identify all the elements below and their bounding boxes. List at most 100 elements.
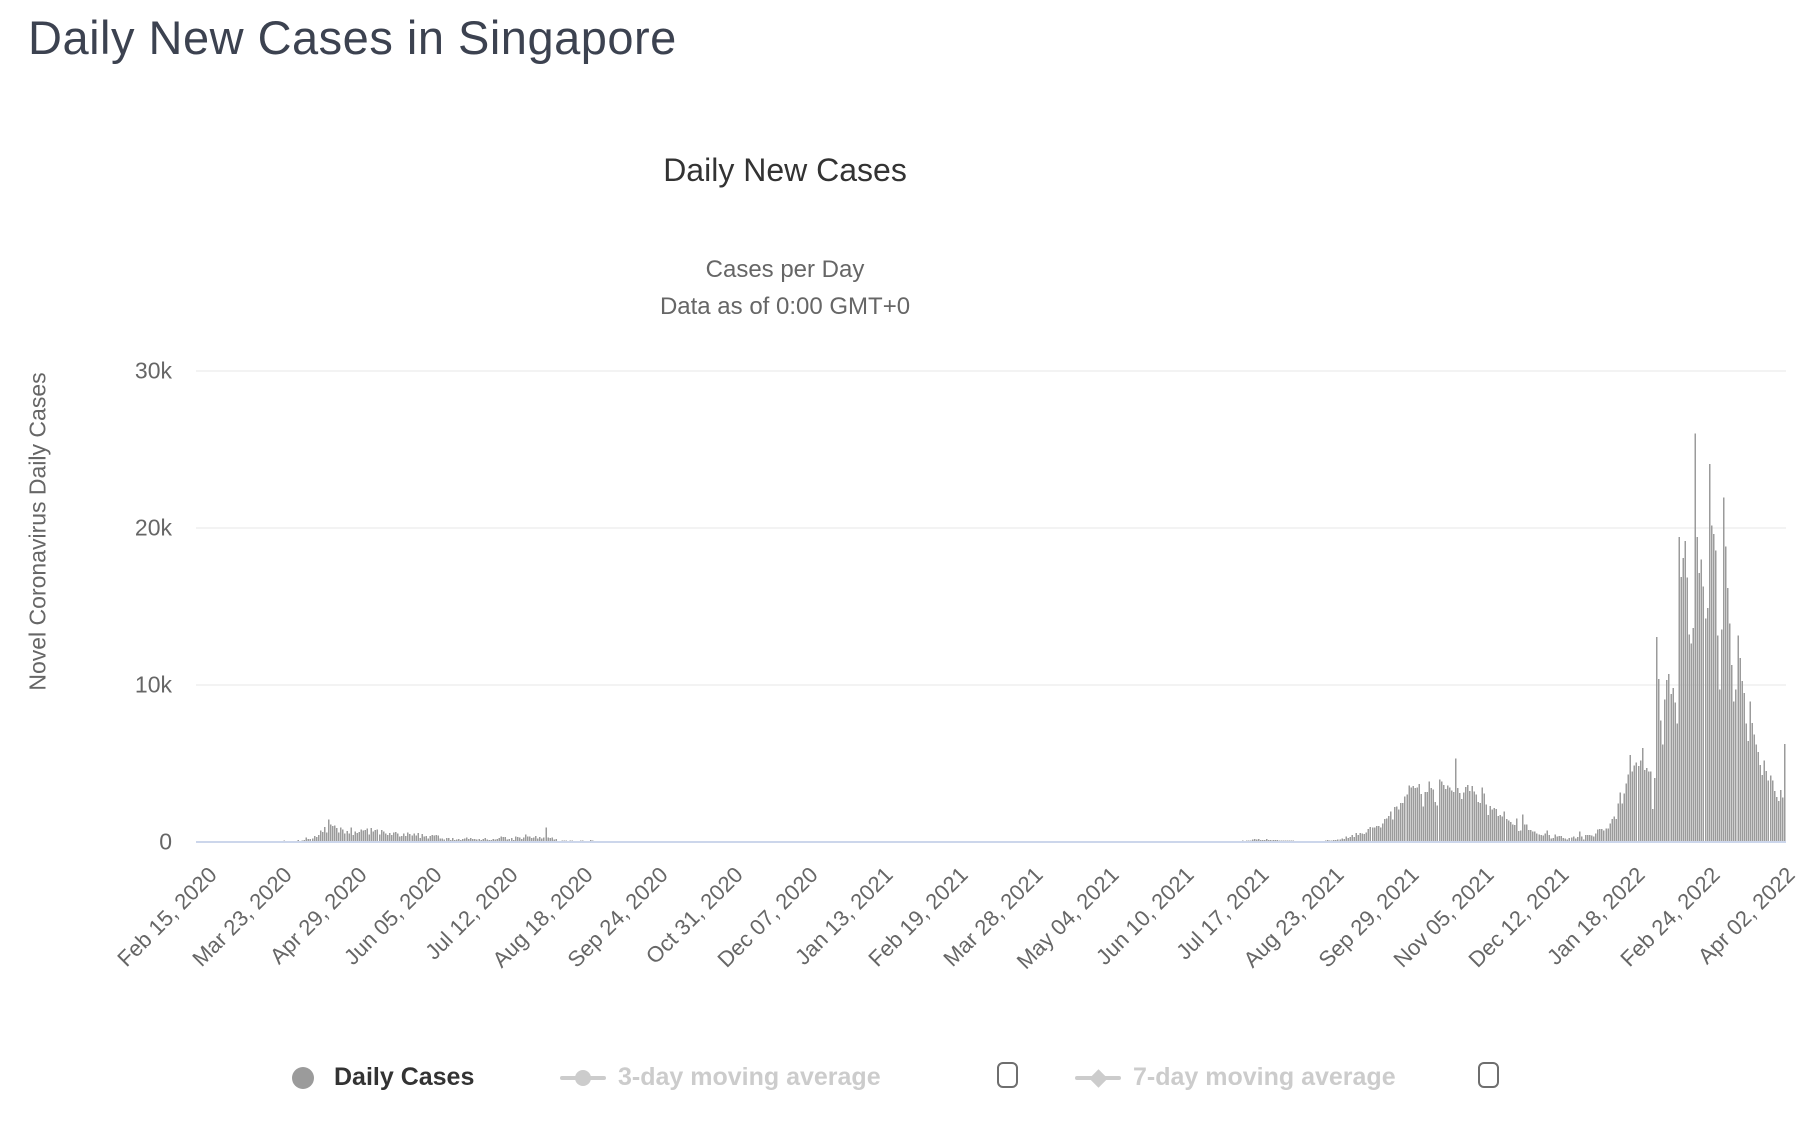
bar <box>1414 788 1416 842</box>
bar <box>1735 689 1737 842</box>
bar <box>1678 537 1680 842</box>
bar <box>1499 814 1502 842</box>
bar <box>1546 830 1548 842</box>
bar <box>510 837 513 842</box>
legend-item-daily-cases[interactable]: Daily Cases <box>292 1063 474 1092</box>
bar <box>1763 760 1766 842</box>
bar <box>1444 788 1447 842</box>
bar <box>317 834 320 842</box>
bar <box>429 835 432 842</box>
bar <box>1696 537 1699 842</box>
bar <box>1672 687 1674 842</box>
bar <box>1753 734 1756 842</box>
bar <box>1731 664 1733 842</box>
bar <box>1725 546 1727 842</box>
bar <box>1749 701 1751 842</box>
bar <box>1702 586 1705 842</box>
bar <box>484 837 486 842</box>
bar <box>315 836 318 842</box>
bar <box>468 838 470 842</box>
bar <box>1426 791 1429 842</box>
bar <box>1654 777 1656 842</box>
bar <box>464 838 466 842</box>
bar <box>1710 525 1713 842</box>
bar <box>1400 803 1402 842</box>
page-title: Daily New Cases in Singapore <box>28 11 677 64</box>
bar <box>340 827 342 842</box>
bar <box>309 839 312 842</box>
bar <box>1716 635 1719 842</box>
bar <box>537 838 539 842</box>
y-tick-label: 20k <box>134 514 172 541</box>
bar <box>445 838 448 842</box>
3-day-moving-average-checkbox[interactable] <box>997 1062 1018 1088</box>
bar <box>1392 819 1394 842</box>
bar <box>1558 835 1561 842</box>
bar <box>1371 827 1374 842</box>
bar <box>1450 790 1453 842</box>
bar <box>1446 785 1449 842</box>
bar <box>1479 803 1481 842</box>
bar <box>1511 824 1514 842</box>
legend-item-7-day-moving-average[interactable]: 7-day moving average <box>1075 1063 1396 1092</box>
bar <box>419 837 421 842</box>
bar <box>1554 834 1557 842</box>
bar <box>1615 818 1617 842</box>
bar <box>1686 577 1688 842</box>
legend-item-3-day-moving-average[interactable]: 3-day moving average <box>560 1063 881 1092</box>
bar <box>1420 793 1422 842</box>
bar <box>539 837 541 842</box>
bar <box>1526 824 1528 842</box>
bar <box>533 837 535 842</box>
bar <box>1560 835 1563 842</box>
bar <box>1335 839 1337 842</box>
daily-cases-bars[interactable] <box>258 433 1786 842</box>
bar <box>362 830 365 842</box>
bar <box>313 835 316 842</box>
bar <box>1270 839 1272 842</box>
bar <box>1623 793 1626 842</box>
legend-label-3-day-moving-average: 3-day moving average <box>618 1063 881 1091</box>
bar <box>1729 623 1731 842</box>
bar <box>1540 834 1542 842</box>
bar <box>336 827 338 842</box>
3-day-average-series-marker-icon <box>560 1067 606 1089</box>
bar <box>1664 699 1666 842</box>
bar <box>541 838 543 842</box>
bar <box>1515 818 1518 842</box>
bar <box>1566 839 1569 842</box>
bar <box>1704 618 1707 842</box>
bar <box>486 839 488 842</box>
bar <box>1363 833 1366 842</box>
bar <box>1465 787 1467 842</box>
bar <box>1418 783 1420 842</box>
bar <box>1574 838 1577 842</box>
7-day-average-series-marker-icon <box>1075 1067 1121 1089</box>
bar <box>1256 839 1258 842</box>
bar <box>303 839 306 842</box>
bar <box>1688 634 1691 842</box>
bar <box>1505 819 1508 842</box>
bar <box>1422 806 1425 842</box>
bar <box>1369 827 1372 842</box>
bar <box>502 836 505 842</box>
bar <box>1676 723 1678 842</box>
7-day-moving-average-checkbox[interactable] <box>1478 1062 1499 1088</box>
bar <box>1743 693 1745 842</box>
bar <box>399 836 401 842</box>
bar <box>1507 820 1510 842</box>
daily-cases-series-marker-icon <box>292 1066 314 1089</box>
chart-legend: Daily Cases 3-day moving average 7-day m… <box>0 1056 1807 1104</box>
bar <box>1668 674 1670 842</box>
bar <box>1580 836 1583 842</box>
bar <box>1651 808 1654 842</box>
bar <box>395 831 397 842</box>
bar <box>431 834 434 842</box>
bar <box>370 828 373 842</box>
bar <box>1264 839 1266 842</box>
bar <box>1694 433 1697 842</box>
bar <box>1747 740 1749 842</box>
bar <box>1455 758 1457 842</box>
bar <box>338 832 340 842</box>
